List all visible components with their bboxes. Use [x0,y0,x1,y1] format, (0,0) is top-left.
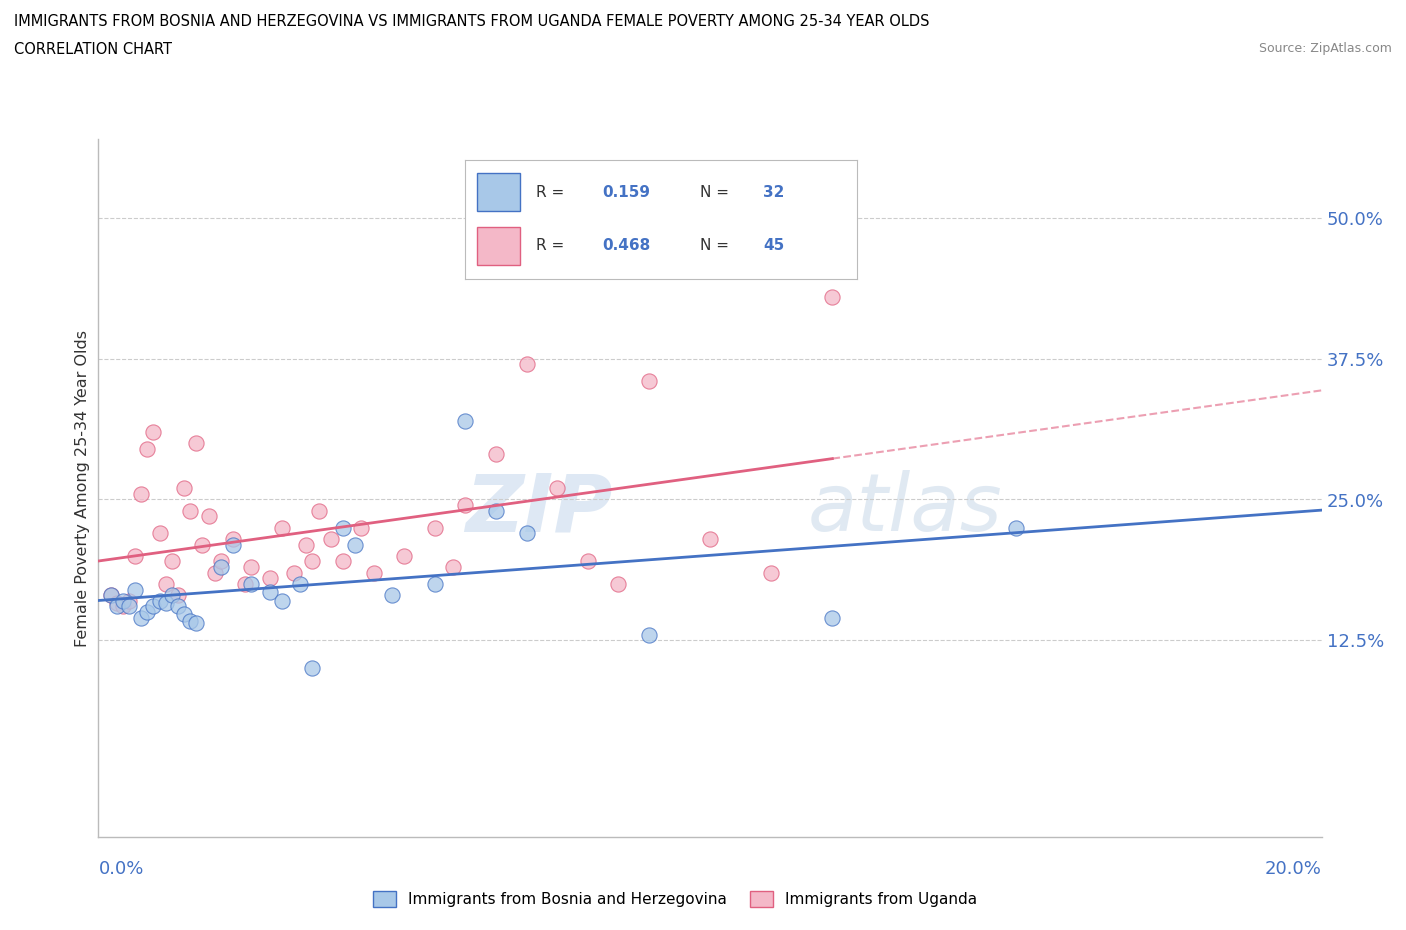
Point [222,537,245,551]
Point [204,565,226,580]
Point [332,554,354,569]
Text: atlas: atlas [808,471,1002,548]
Point [167,588,190,603]
Text: Source: ZipAtlas.com: Source: ZipAtlas.com [1258,42,1392,55]
Point [301,554,323,569]
Point [105,595,128,610]
Point [186,436,208,451]
Point [118,593,141,608]
Point [240,577,263,591]
Point [118,599,141,614]
Point [301,661,323,676]
Point [129,486,152,501]
Point [270,520,292,535]
Point [100,588,122,603]
Point [155,577,177,591]
Point [821,289,844,304]
Text: CORRELATION CHART: CORRELATION CHART [14,42,172,57]
Point [259,571,281,586]
Point [759,565,782,580]
Point [308,503,330,518]
Point [607,577,630,591]
Point [699,531,721,546]
Text: 20.0%: 20.0% [1265,860,1322,878]
Point [319,531,342,546]
Point [363,565,385,580]
Point [209,560,232,575]
Point [111,599,134,614]
Point [350,520,373,535]
Point [270,593,292,608]
Point [124,549,146,564]
Point [160,554,183,569]
Point [105,599,128,614]
Point [295,537,318,551]
Point [222,531,245,546]
Point [155,595,177,610]
Point [637,374,661,389]
Text: IMMIGRANTS FROM BOSNIA AND HERZEGOVINA VS IMMIGRANTS FROM UGANDA FEMALE POVERTY : IMMIGRANTS FROM BOSNIA AND HERZEGOVINA V… [14,14,929,29]
Point [332,520,354,535]
Point [136,442,159,457]
Point [240,560,263,575]
Text: ZIP: ZIP [465,471,612,548]
Point [1004,520,1026,535]
Point [186,616,208,631]
Point [516,525,538,540]
Point [111,593,134,608]
Point [576,554,599,569]
Point [441,560,464,575]
Point [516,357,538,372]
Point [283,565,305,580]
Point [381,588,404,603]
Point [100,588,122,603]
Point [142,599,165,614]
Point [124,582,146,597]
Point [129,610,152,625]
Point [209,554,232,569]
Point [191,537,214,551]
Point [142,425,165,440]
Legend: Immigrants from Bosnia and Herzegovina, Immigrants from Uganda: Immigrants from Bosnia and Herzegovina, … [367,884,983,913]
Point [173,481,195,496]
Point [167,599,190,614]
Point [233,577,256,591]
Point [149,525,172,540]
Point [259,584,281,599]
Point [149,593,172,608]
Point [197,509,219,524]
Point [454,498,477,512]
Point [546,481,568,496]
Text: 0.0%: 0.0% [98,860,143,878]
Point [173,606,195,621]
Point [485,447,508,462]
Y-axis label: Female Poverty Among 25-34 Year Olds: Female Poverty Among 25-34 Year Olds [75,330,90,646]
Point [136,604,159,619]
Point [344,537,367,551]
Point [290,577,312,591]
Point [179,503,201,518]
Point [160,588,183,603]
Point [179,614,201,629]
Point [485,503,508,518]
Point [821,610,844,625]
Point [637,627,661,642]
Point [423,520,446,535]
Point [392,549,416,564]
Point [423,577,446,591]
Point [454,413,477,428]
